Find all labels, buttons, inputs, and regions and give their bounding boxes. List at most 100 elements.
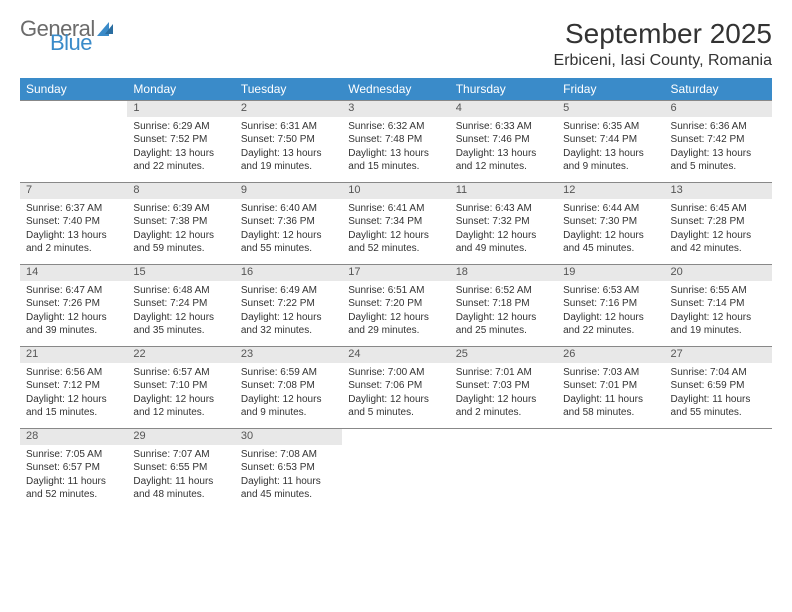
sunset-text: Sunset: 7:14 PM — [671, 297, 766, 311]
day-content-cell — [557, 445, 664, 511]
daylight-text: Daylight: 12 hours and 42 minutes. — [671, 229, 766, 256]
sunrise-text: Sunrise: 7:07 AM — [133, 448, 228, 462]
daylight-text: Daylight: 12 hours and 35 minutes. — [133, 311, 228, 338]
day-content-cell: Sunrise: 6:41 AMSunset: 7:34 PMDaylight:… — [342, 199, 449, 265]
day-header: Friday — [557, 78, 664, 101]
day-number-cell: 7 — [20, 183, 127, 199]
daylight-text: Daylight: 12 hours and 2 minutes. — [456, 393, 551, 420]
sunrise-text: Sunrise: 6:40 AM — [241, 202, 336, 216]
sunset-text: Sunset: 7:06 PM — [348, 379, 443, 393]
day-number-cell: 25 — [450, 347, 557, 363]
day-content-cell: Sunrise: 6:55 AMSunset: 7:14 PMDaylight:… — [665, 281, 772, 347]
day-content-cell: Sunrise: 6:53 AMSunset: 7:16 PMDaylight:… — [557, 281, 664, 347]
sunset-text: Sunset: 7:48 PM — [348, 133, 443, 147]
day-content-cell: Sunrise: 6:51 AMSunset: 7:20 PMDaylight:… — [342, 281, 449, 347]
day-header: Tuesday — [235, 78, 342, 101]
sunrise-text: Sunrise: 6:37 AM — [26, 202, 121, 216]
sunrise-text: Sunrise: 6:48 AM — [133, 284, 228, 298]
day-number-cell: 29 — [127, 429, 234, 445]
sunset-text: Sunset: 7:30 PM — [563, 215, 658, 229]
day-number-cell: 3 — [342, 101, 449, 117]
day-content-cell: Sunrise: 6:31 AMSunset: 7:50 PMDaylight:… — [235, 117, 342, 183]
daylight-text: Daylight: 12 hours and 32 minutes. — [241, 311, 336, 338]
sunset-text: Sunset: 7:50 PM — [241, 133, 336, 147]
day-number-cell: 1 — [127, 101, 234, 117]
sunset-text: Sunset: 7:20 PM — [348, 297, 443, 311]
sunrise-text: Sunrise: 6:35 AM — [563, 120, 658, 134]
day-number-cell: 13 — [665, 183, 772, 199]
day-number-cell: 4 — [450, 101, 557, 117]
sunset-text: Sunset: 7:26 PM — [26, 297, 121, 311]
daylight-text: Daylight: 12 hours and 52 minutes. — [348, 229, 443, 256]
day-header: Saturday — [665, 78, 772, 101]
daylight-text: Daylight: 13 hours and 12 minutes. — [456, 147, 551, 174]
day-number-cell — [557, 429, 664, 445]
sunrise-text: Sunrise: 6:44 AM — [563, 202, 658, 216]
daylight-text: Daylight: 11 hours and 58 minutes. — [563, 393, 658, 420]
day-number-cell: 17 — [342, 265, 449, 281]
day-content-cell: Sunrise: 6:49 AMSunset: 7:22 PMDaylight:… — [235, 281, 342, 347]
daylight-text: Daylight: 13 hours and 22 minutes. — [133, 147, 228, 174]
day-content-cell: Sunrise: 6:36 AMSunset: 7:42 PMDaylight:… — [665, 117, 772, 183]
sunset-text: Sunset: 7:44 PM — [563, 133, 658, 147]
day-number-cell: 11 — [450, 183, 557, 199]
sunrise-text: Sunrise: 6:39 AM — [133, 202, 228, 216]
day-number-cell: 18 — [450, 265, 557, 281]
day-header-row: SundayMondayTuesdayWednesdayThursdayFrid… — [20, 78, 772, 101]
title-block: September 2025 Erbiceni, Iasi County, Ro… — [554, 18, 772, 70]
day-number-cell — [665, 429, 772, 445]
sunrise-text: Sunrise: 6:49 AM — [241, 284, 336, 298]
sunrise-text: Sunrise: 7:01 AM — [456, 366, 551, 380]
sunset-text: Sunset: 7:42 PM — [671, 133, 766, 147]
day-number-cell: 20 — [665, 265, 772, 281]
sunrise-text: Sunrise: 6:33 AM — [456, 120, 551, 134]
day-content-cell: Sunrise: 6:59 AMSunset: 7:08 PMDaylight:… — [235, 363, 342, 429]
calendar-table: SundayMondayTuesdayWednesdayThursdayFrid… — [20, 78, 772, 511]
sunrise-text: Sunrise: 6:47 AM — [26, 284, 121, 298]
month-title: September 2025 — [554, 18, 772, 50]
daylight-text: Daylight: 13 hours and 5 minutes. — [671, 147, 766, 174]
day-content-cell: Sunrise: 6:40 AMSunset: 7:36 PMDaylight:… — [235, 199, 342, 265]
sunrise-text: Sunrise: 7:03 AM — [563, 366, 658, 380]
sunrise-text: Sunrise: 6:29 AM — [133, 120, 228, 134]
day-number-cell — [450, 429, 557, 445]
day-content-cell: Sunrise: 7:01 AMSunset: 7:03 PMDaylight:… — [450, 363, 557, 429]
sunset-text: Sunset: 7:08 PM — [241, 379, 336, 393]
daylight-text: Daylight: 11 hours and 52 minutes. — [26, 475, 121, 502]
sunset-text: Sunset: 7:12 PM — [26, 379, 121, 393]
content-row: Sunrise: 6:56 AMSunset: 7:12 PMDaylight:… — [20, 363, 772, 429]
sunset-text: Sunset: 7:03 PM — [456, 379, 551, 393]
sunset-text: Sunset: 7:24 PM — [133, 297, 228, 311]
day-content-cell: Sunrise: 6:43 AMSunset: 7:32 PMDaylight:… — [450, 199, 557, 265]
day-number-cell: 19 — [557, 265, 664, 281]
sunrise-text: Sunrise: 6:43 AM — [456, 202, 551, 216]
sunrise-text: Sunrise: 6:59 AM — [241, 366, 336, 380]
sunset-text: Sunset: 7:22 PM — [241, 297, 336, 311]
day-number-cell: 6 — [665, 101, 772, 117]
day-content-cell: Sunrise: 7:00 AMSunset: 7:06 PMDaylight:… — [342, 363, 449, 429]
sunrise-text: Sunrise: 6:36 AM — [671, 120, 766, 134]
sunset-text: Sunset: 7:38 PM — [133, 215, 228, 229]
day-content-cell: Sunrise: 7:05 AMSunset: 6:57 PMDaylight:… — [20, 445, 127, 511]
logo: General Blue — [20, 18, 113, 54]
daylight-text: Daylight: 12 hours and 12 minutes. — [133, 393, 228, 420]
daylight-text: Daylight: 12 hours and 22 minutes. — [563, 311, 658, 338]
sunrise-text: Sunrise: 6:52 AM — [456, 284, 551, 298]
day-content-cell: Sunrise: 6:29 AMSunset: 7:52 PMDaylight:… — [127, 117, 234, 183]
sunset-text: Sunset: 7:28 PM — [671, 215, 766, 229]
sunset-text: Sunset: 7:18 PM — [456, 297, 551, 311]
sunrise-text: Sunrise: 7:05 AM — [26, 448, 121, 462]
daylight-text: Daylight: 12 hours and 45 minutes. — [563, 229, 658, 256]
sunset-text: Sunset: 7:10 PM — [133, 379, 228, 393]
sunset-text: Sunset: 7:16 PM — [563, 297, 658, 311]
content-row: Sunrise: 7:05 AMSunset: 6:57 PMDaylight:… — [20, 445, 772, 511]
day-content-cell — [450, 445, 557, 511]
content-row: Sunrise: 6:29 AMSunset: 7:52 PMDaylight:… — [20, 117, 772, 183]
sunrise-text: Sunrise: 6:41 AM — [348, 202, 443, 216]
sunrise-text: Sunrise: 6:31 AM — [241, 120, 336, 134]
daylight-text: Daylight: 12 hours and 25 minutes. — [456, 311, 551, 338]
day-number-cell: 15 — [127, 265, 234, 281]
sunrise-text: Sunrise: 7:08 AM — [241, 448, 336, 462]
day-number-cell: 10 — [342, 183, 449, 199]
sunrise-text: Sunrise: 7:00 AM — [348, 366, 443, 380]
